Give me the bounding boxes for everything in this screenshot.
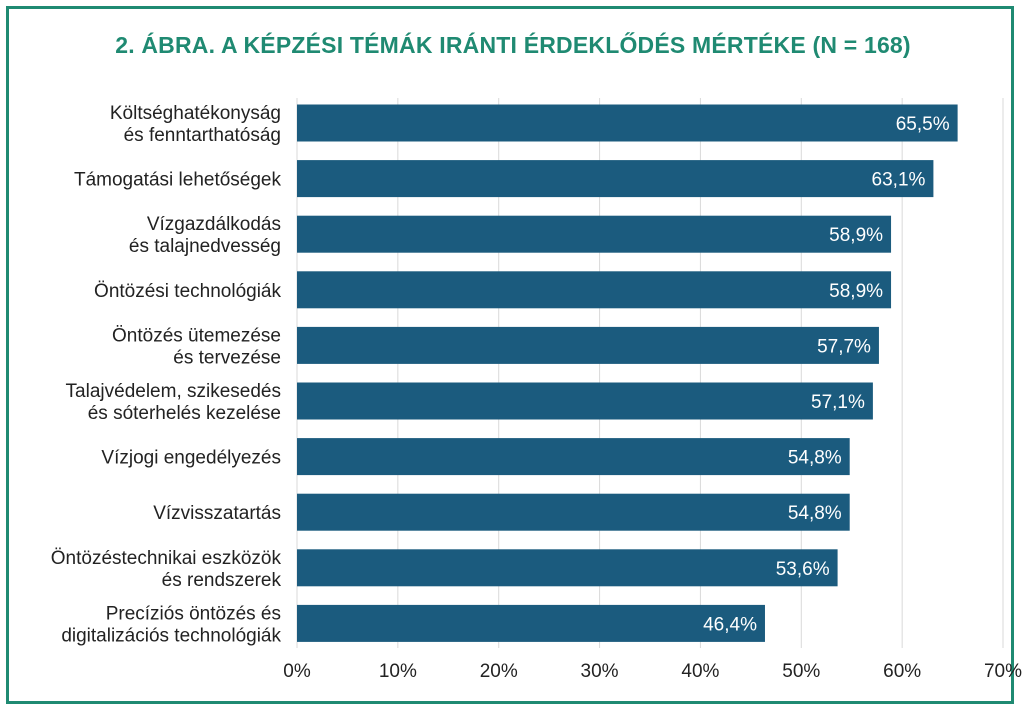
bar <box>297 271 892 309</box>
category-label: Talajvédelem, szikesedés és sóterhelés ke… <box>66 381 281 424</box>
bar-value-label: 53,6% <box>776 559 830 580</box>
x-tick-label: 40% <box>681 661 719 682</box>
bar-value-label: 63,1% <box>872 170 926 191</box>
bar-value-label: 57,7% <box>817 336 871 357</box>
x-tick-label: 50% <box>782 661 820 682</box>
category-label: Öntözéstechnikai eszközök és rendszerek <box>51 548 282 591</box>
category-label: Öntözési technológiák <box>94 281 281 302</box>
category-label-line: és tervezése <box>173 347 281 368</box>
x-tick-label: 70% <box>984 661 1022 682</box>
bar <box>297 549 838 587</box>
bar-value-label: 57,1% <box>811 392 865 413</box>
category-label-line: Támogatási lehetőségek <box>74 170 282 191</box>
chart-title: 2. ÁBRA. A KÉPZÉSI TÉMÁK IRÁNTI ÉRDEKLŐD… <box>115 32 911 58</box>
bar-value-label: 46,4% <box>703 614 757 635</box>
bar-value-label: 58,9% <box>829 225 883 246</box>
bar <box>297 104 958 142</box>
category-label-line: Öntözéstechnikai eszközök <box>51 548 282 569</box>
bar <box>297 604 765 642</box>
category-label-line: Talajvédelem, szikesedés <box>66 381 281 402</box>
category-label-line: Precíziós öntözés és <box>106 603 281 624</box>
x-tick-label: 20% <box>480 661 518 682</box>
bar-value-label: 54,8% <box>788 448 842 469</box>
category-label-line: és rendszerek <box>162 570 282 591</box>
bar <box>297 493 850 531</box>
bar <box>297 215 892 253</box>
category-label-line: és sóterhelés kezelése <box>88 403 281 424</box>
category-label-line: és fenntarthatóság <box>124 125 281 146</box>
category-label: Öntözés ütemezése és tervezése <box>112 325 281 368</box>
category-label-line: Öntözési technológiák <box>94 281 281 302</box>
category-label-line: Vízgazdálkodás <box>147 214 281 235</box>
category-label: Támogatási lehetőségek <box>74 170 282 191</box>
bar-value-label: 58,9% <box>829 281 883 302</box>
category-label-line: Vízvisszatartás <box>153 503 281 524</box>
x-tick-label: 30% <box>581 661 619 682</box>
bar <box>297 438 850 476</box>
x-tick-label: 60% <box>883 661 921 682</box>
category-label: Költséghatékonyság és fenntarthatóság <box>110 103 281 146</box>
category-label-line: digitalizációs technológiák <box>61 625 281 646</box>
category-label: Vízvisszatartás <box>153 503 281 524</box>
category-label-line: Költséghatékonyság <box>110 103 281 124</box>
category-label: Vízgazdálkodás és talajnedvesség <box>129 214 281 257</box>
category-label: Vízjogi engedélyezés <box>101 448 281 469</box>
x-tick-label: 10% <box>379 661 417 682</box>
bar-value-label: 54,8% <box>788 503 842 524</box>
category-label: Precíziós öntözés és digitalizációs techn… <box>61 603 281 646</box>
bar-value-label: 65,5% <box>896 114 950 135</box>
category-label-line: Öntözés ütemezése <box>112 325 281 346</box>
category-label-line: és talajnedvesség <box>129 236 281 257</box>
category-label-line: Vízjogi engedélyezés <box>101 448 281 469</box>
bar <box>297 326 879 364</box>
x-tick-label: 0% <box>283 661 311 682</box>
bar <box>297 160 934 198</box>
bar <box>297 382 873 420</box>
